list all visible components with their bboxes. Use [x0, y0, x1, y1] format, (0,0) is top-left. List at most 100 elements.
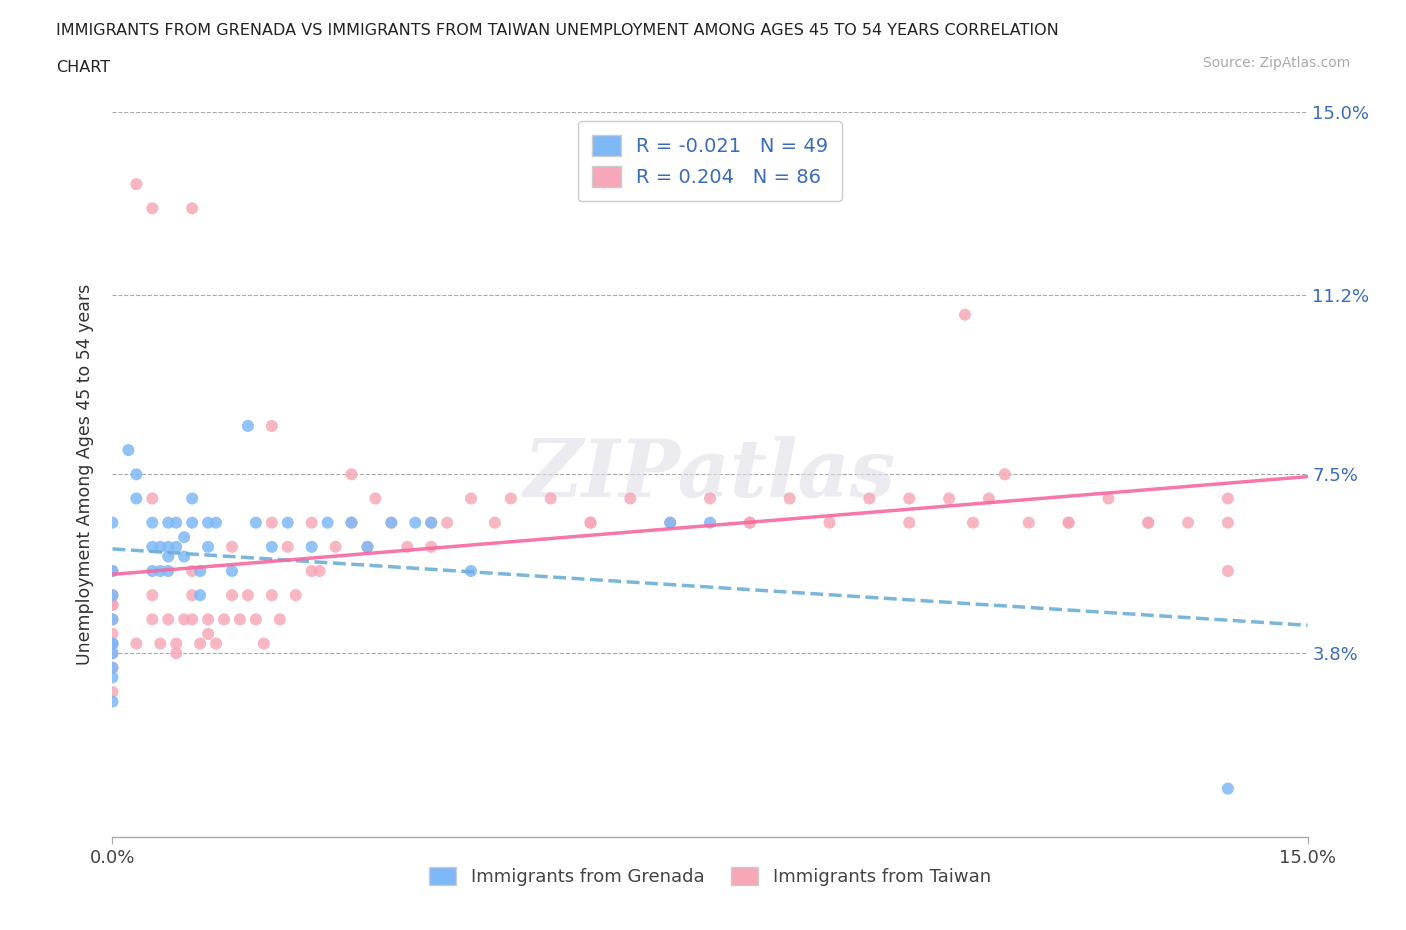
- Point: [994, 467, 1017, 482]
- Point: [1137, 515, 1160, 530]
- Point: [1137, 515, 1160, 530]
- Point: [197, 515, 219, 530]
- Point: [101, 645, 124, 660]
- Text: IMMIGRANTS FROM GRENADA VS IMMIGRANTS FROM TAIWAN UNEMPLOYMENT AMONG AGES 45 TO : IMMIGRANTS FROM GRENADA VS IMMIGRANTS FR…: [56, 23, 1059, 38]
- Point: [236, 418, 259, 433]
- Point: [1177, 515, 1199, 530]
- Point: [284, 588, 307, 603]
- Point: [540, 491, 562, 506]
- Point: [125, 636, 148, 651]
- Point: [308, 564, 330, 578]
- Point: [277, 539, 299, 554]
- Point: [181, 201, 204, 216]
- Point: [340, 467, 363, 482]
- Point: [269, 612, 291, 627]
- Point: [212, 612, 235, 627]
- Point: [1216, 491, 1239, 506]
- Point: [149, 539, 172, 554]
- Point: [436, 515, 458, 530]
- Point: [938, 491, 960, 506]
- Point: [173, 612, 195, 627]
- Text: Source: ZipAtlas.com: Source: ZipAtlas.com: [1202, 56, 1350, 70]
- Legend: Immigrants from Grenada, Immigrants from Taiwan: Immigrants from Grenada, Immigrants from…: [422, 859, 998, 893]
- Point: [205, 636, 228, 651]
- Point: [301, 564, 323, 578]
- Point: [460, 491, 482, 506]
- Point: [181, 491, 204, 506]
- Point: [236, 588, 259, 603]
- Point: [101, 660, 124, 675]
- Point: [188, 564, 211, 578]
- Y-axis label: Unemployment Among Ages 45 to 54 years: Unemployment Among Ages 45 to 54 years: [76, 284, 94, 665]
- Point: [157, 515, 180, 530]
- Point: [858, 491, 880, 506]
- Point: [579, 515, 602, 530]
- Point: [188, 636, 211, 651]
- Point: [1097, 491, 1119, 506]
- Point: [579, 515, 602, 530]
- Point: [1216, 515, 1239, 530]
- Point: [101, 636, 124, 651]
- Point: [898, 491, 921, 506]
- Point: [1216, 564, 1239, 578]
- Point: [260, 539, 283, 554]
- Text: ZIPatlas: ZIPatlas: [524, 435, 896, 513]
- Point: [101, 627, 124, 642]
- Point: [738, 515, 761, 530]
- Point: [221, 564, 243, 578]
- Point: [101, 636, 124, 651]
- Point: [380, 515, 402, 530]
- Point: [141, 539, 163, 554]
- Point: [157, 539, 180, 554]
- Point: [779, 491, 801, 506]
- Point: [141, 491, 163, 506]
- Point: [141, 588, 163, 603]
- Point: [738, 515, 761, 530]
- Point: [101, 684, 124, 699]
- Point: [125, 467, 148, 482]
- Point: [101, 670, 124, 684]
- Point: [101, 564, 124, 578]
- Point: [253, 636, 276, 651]
- Point: [165, 636, 187, 651]
- Point: [356, 539, 378, 554]
- Point: [699, 491, 721, 506]
- Point: [396, 539, 419, 554]
- Point: [316, 515, 339, 530]
- Point: [229, 612, 252, 627]
- Point: [141, 564, 163, 578]
- Point: [117, 443, 139, 458]
- Point: [356, 539, 378, 554]
- Point: [245, 515, 267, 530]
- Point: [499, 491, 522, 506]
- Point: [165, 515, 187, 530]
- Point: [101, 645, 124, 660]
- Point: [301, 539, 323, 554]
- Point: [1057, 515, 1080, 530]
- Point: [205, 515, 228, 530]
- Point: [1018, 515, 1040, 530]
- Point: [125, 491, 148, 506]
- Point: [141, 201, 163, 216]
- Point: [962, 515, 984, 530]
- Point: [149, 564, 172, 578]
- Point: [659, 515, 682, 530]
- Point: [101, 588, 124, 603]
- Point: [460, 564, 482, 578]
- Point: [165, 645, 187, 660]
- Point: [149, 636, 172, 651]
- Point: [101, 612, 124, 627]
- Point: [619, 491, 641, 506]
- Point: [277, 515, 299, 530]
- Point: [141, 515, 163, 530]
- Point: [420, 515, 443, 530]
- Point: [101, 564, 124, 578]
- Point: [260, 515, 283, 530]
- Point: [1216, 781, 1239, 796]
- Point: [818, 515, 841, 530]
- Point: [197, 612, 219, 627]
- Point: [364, 491, 387, 506]
- Point: [197, 627, 219, 642]
- Point: [101, 694, 124, 709]
- Point: [125, 177, 148, 192]
